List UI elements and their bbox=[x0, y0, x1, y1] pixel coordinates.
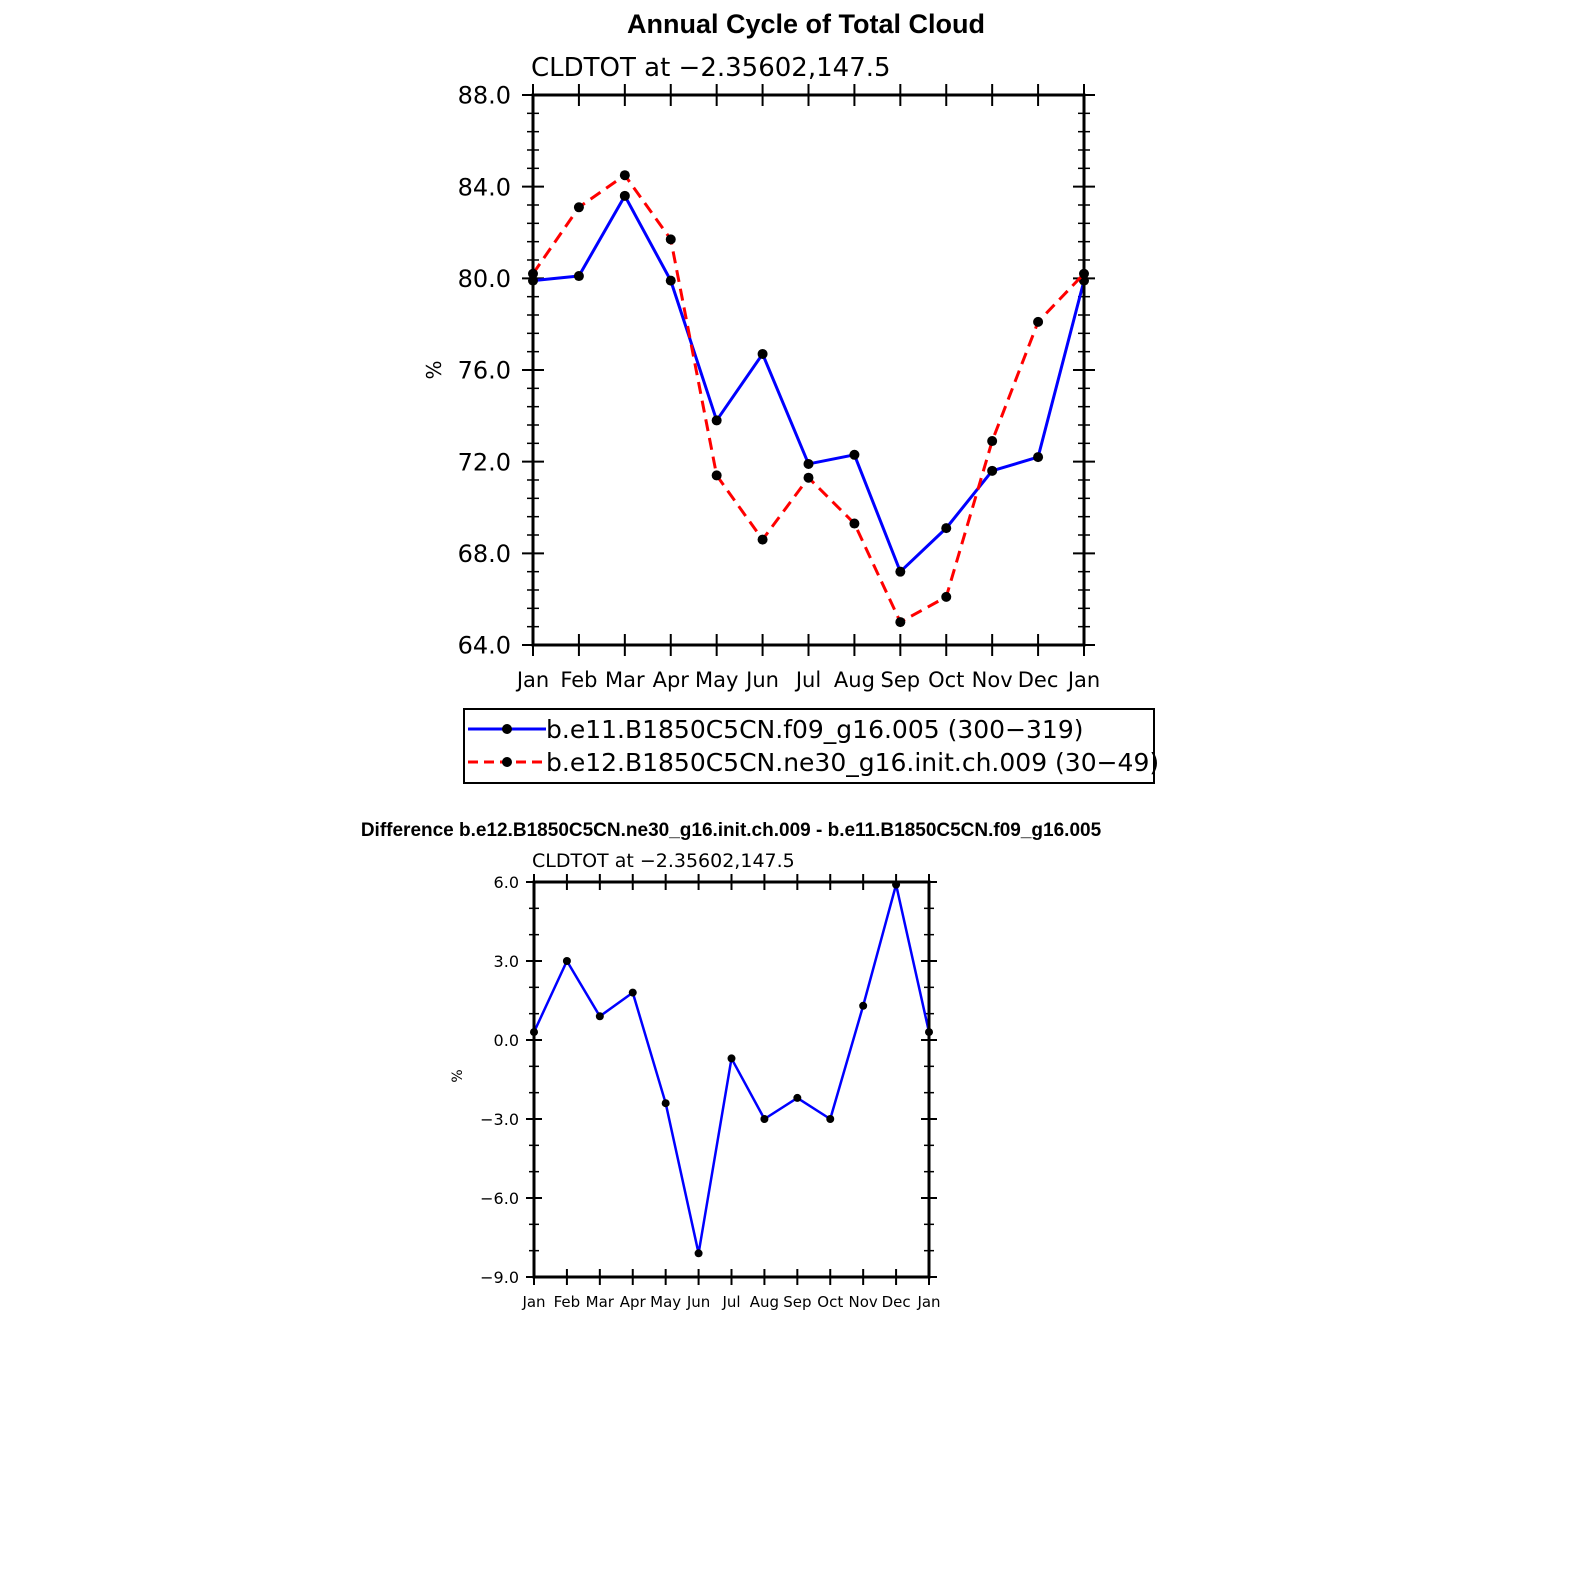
y-tick-label: −6.0 bbox=[480, 1189, 519, 1208]
chart2-ylabel: % bbox=[450, 1069, 466, 1082]
chart2-x-tick-labels: Jan Feb Mar Apr May Jun Jul Aug Sep Oct Nov Dec Jan bbox=[521, 1293, 940, 1311]
x-tick-label: Sep bbox=[783, 1293, 811, 1311]
annual-cycle-chart: Annual Cycle of Total Cloud CLDTOT at −2… bbox=[422, 9, 1100, 692]
series-2-point bbox=[665, 234, 676, 245]
legend-marker-series-2 bbox=[502, 757, 512, 767]
x-tick-label: May bbox=[695, 668, 738, 692]
chart1-title: Annual Cycle of Total Cloud bbox=[627, 9, 985, 39]
series-1-point bbox=[727, 1054, 736, 1063]
y-tick-label: 80.0 bbox=[458, 265, 511, 293]
legend-label-series-1: b.e11.B1850C5CN.f09_g16.005 (300−319) bbox=[546, 715, 1084, 744]
x-tick-label: May bbox=[650, 1293, 681, 1311]
chart1-y-tick-labels: 64.0 68.0 72.0 76.0 80.0 84.0 88.0 bbox=[458, 82, 511, 660]
series-1-point bbox=[941, 523, 952, 534]
series-1-line bbox=[532, 194, 1086, 574]
x-tick-label: Jun bbox=[686, 1293, 710, 1311]
x-tick-label: Jan bbox=[515, 668, 549, 692]
series-2-point bbox=[1033, 316, 1044, 327]
series-2-point bbox=[941, 591, 952, 602]
x-tick-label: Nov bbox=[972, 668, 1013, 692]
series-2-point bbox=[849, 518, 860, 529]
series-1-point bbox=[849, 449, 860, 460]
series-1-point bbox=[760, 1115, 769, 1123]
series-2-line bbox=[531, 173, 1086, 624]
series-1-line bbox=[532, 883, 931, 1255]
x-tick-label: Nov bbox=[849, 1293, 878, 1311]
x-tick-label: Dec bbox=[882, 1293, 911, 1311]
x-tick-label: Mar bbox=[605, 668, 645, 692]
chart1-subtitle: CLDTOT at −2.35602,147.5 bbox=[531, 53, 891, 83]
chart1-x-tick-labels: Jan Feb Mar Apr May Jun Jul Aug Sep Oct Nov Dec Jan bbox=[515, 668, 1100, 692]
x-tick-label: Jul bbox=[794, 668, 821, 692]
x-tick-label: Mar bbox=[586, 1293, 615, 1311]
x-tick-label: Aug bbox=[750, 1293, 779, 1311]
y-tick-label: 64.0 bbox=[458, 632, 511, 660]
series-1-point bbox=[895, 566, 906, 577]
series-1-point bbox=[573, 271, 584, 282]
chart2-ticks bbox=[526, 874, 937, 1285]
series-1-point bbox=[826, 1115, 835, 1123]
y-tick-label: 3.0 bbox=[494, 952, 519, 971]
series-1-point bbox=[793, 1093, 802, 1102]
chart1-series bbox=[528, 170, 1089, 628]
series-1-point bbox=[595, 1012, 604, 1021]
x-tick-label: Apr bbox=[653, 668, 690, 692]
series-1-point bbox=[1033, 452, 1044, 463]
series-1-point bbox=[859, 1001, 868, 1010]
series-1-point bbox=[661, 1099, 670, 1108]
series-2-point bbox=[573, 202, 584, 213]
chart2-plot-frame bbox=[532, 880, 931, 1279]
x-tick-label: Sep bbox=[881, 668, 921, 692]
x-tick-label: Jan bbox=[521, 1293, 545, 1311]
x-tick-label: Jul bbox=[721, 1293, 740, 1311]
y-tick-label: 88.0 bbox=[458, 82, 511, 110]
series-1-point bbox=[987, 465, 998, 476]
x-tick-label: Jan bbox=[1066, 668, 1100, 692]
x-tick-label: Feb bbox=[554, 1293, 581, 1311]
chart2-subtitle: CLDTOT at −2.35602,147.5 bbox=[532, 850, 795, 872]
x-tick-label: Aug bbox=[834, 668, 875, 692]
chart2-y-tick-labels: −9.0 −6.0 −3.0 0.0 3.0 6.0 bbox=[480, 873, 519, 1287]
y-tick-label: 84.0 bbox=[458, 173, 511, 201]
legend-box bbox=[463, 708, 1155, 784]
series-1-point bbox=[711, 415, 722, 426]
chart1-plot-frame bbox=[531, 93, 1086, 647]
chart1-ylabel: % bbox=[422, 360, 446, 379]
chart2-series bbox=[530, 880, 933, 1258]
x-tick-label: Jan bbox=[916, 1293, 940, 1311]
series-2-point bbox=[619, 170, 630, 181]
series-1-point bbox=[757, 348, 768, 359]
series-1-point bbox=[694, 1249, 703, 1258]
difference-chart: Difference b.e12.B1850C5CN.ne30_g16.init… bbox=[361, 820, 1102, 1311]
y-tick-label: 76.0 bbox=[458, 357, 511, 385]
series-1-point bbox=[619, 190, 630, 201]
series-1-point bbox=[665, 275, 676, 286]
y-tick-label: 0.0 bbox=[494, 1031, 519, 1050]
series-2-point bbox=[895, 617, 906, 628]
chart1-ticks bbox=[522, 84, 1095, 656]
legend-label-series-2: b.e12.B1850C5CN.ne30_g16.init.ch.009 (30… bbox=[546, 748, 1159, 777]
y-tick-label: −9.0 bbox=[480, 1268, 519, 1287]
chart1-legend: b.e11.B1850C5CN.f09_g16.005 (300−319) b.… bbox=[463, 708, 1159, 784]
x-tick-label: Feb bbox=[560, 668, 597, 692]
x-tick-label: Dec bbox=[1018, 668, 1059, 692]
y-tick-label: 6.0 bbox=[494, 873, 519, 892]
series-2-point bbox=[711, 470, 722, 481]
series-2-point bbox=[987, 436, 998, 447]
x-tick-label: Jun bbox=[744, 668, 779, 692]
series-1-point bbox=[803, 458, 814, 469]
legend-marker-series-1 bbox=[502, 724, 512, 734]
x-tick-label: Oct bbox=[928, 668, 964, 692]
chart2-title: Difference b.e12.B1850C5CN.ne30_g16.init… bbox=[361, 820, 1102, 841]
series-1-point bbox=[562, 957, 571, 965]
series-2-point bbox=[757, 534, 768, 545]
series-1-point bbox=[628, 988, 637, 997]
y-tick-label: 72.0 bbox=[458, 448, 511, 476]
x-tick-label: Oct bbox=[817, 1293, 843, 1311]
y-tick-label: −3.0 bbox=[480, 1110, 519, 1129]
y-tick-label: 68.0 bbox=[458, 540, 511, 568]
series-2-point bbox=[803, 472, 814, 483]
x-tick-label: Apr bbox=[620, 1293, 647, 1311]
